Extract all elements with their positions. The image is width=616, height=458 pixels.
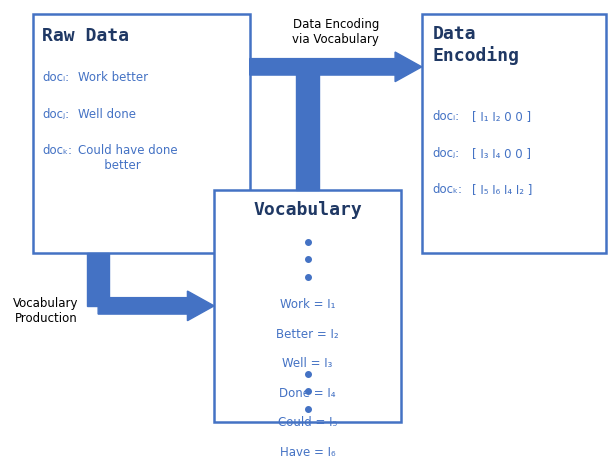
Text: Well done: Well done: [78, 108, 136, 120]
Text: docᵢ:: docᵢ:: [432, 110, 460, 123]
Text: Could = I₅: Could = I₅: [278, 416, 337, 429]
Text: Could have done
       better: Could have done better: [78, 144, 177, 172]
Text: Raw Data: Raw Data: [42, 27, 129, 45]
Text: Work better: Work better: [78, 71, 148, 84]
FancyArrow shape: [249, 52, 422, 82]
Text: docⱼ:: docⱼ:: [42, 108, 69, 120]
Text: docⱼ:: docⱼ:: [432, 147, 460, 159]
Text: Done = I₄: Done = I₄: [279, 387, 336, 400]
Text: Well = I₃: Well = I₃: [282, 357, 333, 370]
Text: docₖ:: docₖ:: [42, 144, 72, 158]
Text: Better = I₂: Better = I₂: [276, 328, 339, 341]
Bar: [87, 253, 110, 306]
Text: Data
Encoding: Data Encoding: [432, 25, 519, 65]
Text: Data Encoding
via Vocabulary: Data Encoding via Vocabulary: [293, 17, 379, 46]
Text: Vocabulary: Vocabulary: [253, 201, 362, 219]
FancyBboxPatch shape: [214, 190, 401, 422]
Text: Work = I₁: Work = I₁: [280, 298, 335, 311]
FancyBboxPatch shape: [422, 14, 606, 253]
Text: [ I₅ I₆ I₄ I₂ ]: [ I₅ I₆ I₄ I₂ ]: [472, 183, 533, 196]
Text: [ I₁ I₂ 0 0 ]: [ I₁ I₂ 0 0 ]: [472, 110, 532, 123]
Text: docₖ:: docₖ:: [432, 183, 463, 196]
Text: Vocabulary
Production: Vocabulary Production: [12, 297, 78, 325]
Text: [ I₃ I₄ 0 0 ]: [ I₃ I₄ 0 0 ]: [472, 147, 531, 159]
FancyArrow shape: [98, 291, 214, 321]
FancyBboxPatch shape: [33, 14, 249, 253]
Bar: [296, 59, 319, 190]
Text: docᵢ:: docᵢ:: [42, 71, 69, 84]
Text: Have = I₆: Have = I₆: [280, 446, 335, 458]
